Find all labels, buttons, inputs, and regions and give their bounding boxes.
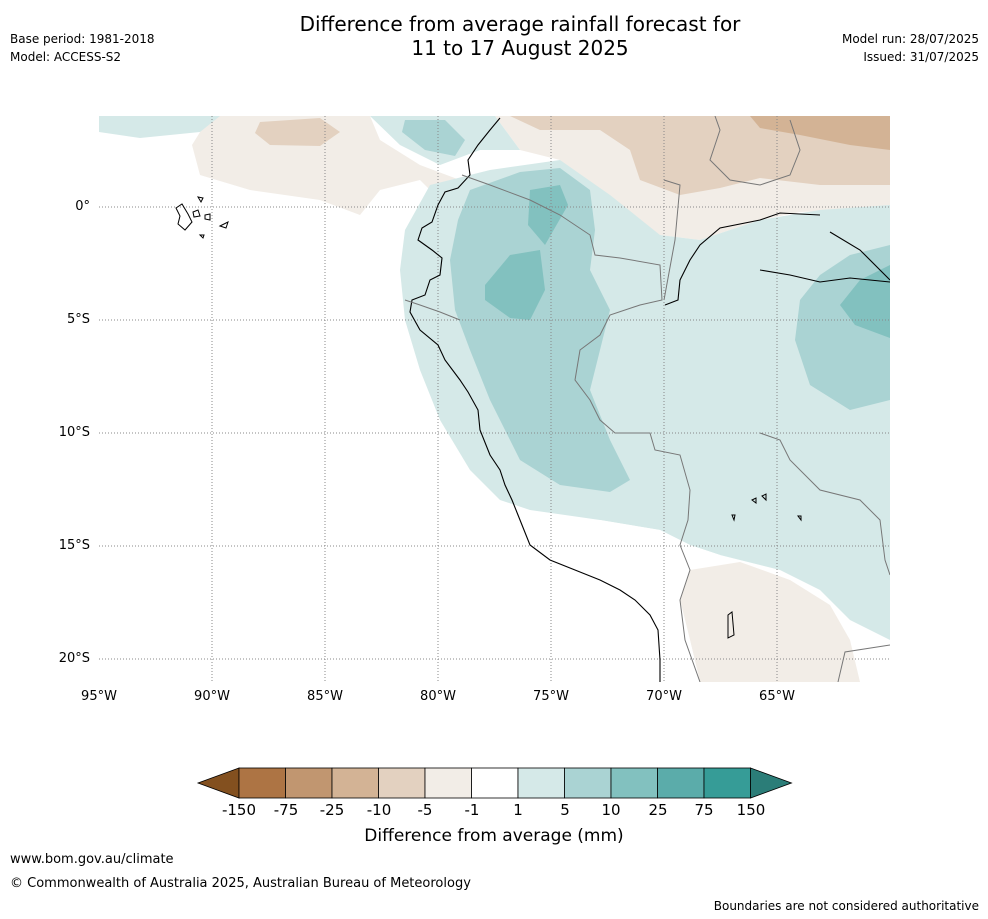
drier-region-south [680, 562, 860, 682]
map-fields [99, 116, 890, 682]
colorbar-label: -25 [319, 801, 345, 819]
lon-label-75w: 75°W [533, 689, 569, 704]
drier-patch-northwest [255, 118, 340, 146]
map-title-line1: Difference from average rainfall forecas… [299, 12, 741, 36]
lon-label-85w: 85°W [307, 689, 343, 704]
model-name: Model: ACCESS-S2 [10, 50, 122, 64]
base-period: Base period: 1981-2018 [10, 32, 155, 46]
wetter-region-west-edge [99, 116, 220, 138]
colorbar-label: 75 [694, 801, 714, 819]
lat-label-20s: 20°S [58, 651, 90, 666]
lakes [727, 493, 802, 639]
wetter-region-central [450, 168, 630, 492]
lon-label-70w: 70°W [646, 689, 682, 704]
model-run-date: Model run: 28/07/2025 [841, 32, 979, 46]
meta-left: Base period: 1981-2018 Model: ACCESS-S2 [10, 30, 155, 66]
colorbar-label: 150 [736, 801, 766, 819]
meta-right: Model run: 28/07/2025 Issued: 31/07/2025 [842, 30, 979, 66]
wetter-region-core-north [528, 185, 568, 245]
colorbar-label: 5 [560, 801, 570, 819]
lon-label-90w: 90°W [194, 689, 230, 704]
colorbar-label: 1 [513, 801, 523, 819]
lon-label-80w: 80°W [420, 689, 456, 704]
lon-label-65w: 65°W [759, 689, 795, 704]
colorbar-label: -75 [273, 801, 299, 819]
colorbar-label: -150 [221, 801, 257, 819]
colorbar-label: -5 [417, 801, 433, 819]
lat-label-10s: 10°S [58, 425, 90, 440]
colorbar-label: 25 [648, 801, 668, 819]
colorbar-title: Difference from average (mm) [364, 826, 624, 846]
lat-label-5s: 5°S [66, 312, 90, 327]
footer-disclaimer: Boundaries are not considered authoritat… [713, 899, 979, 913]
lat-label-15s: 15°S [58, 538, 90, 553]
gridlines [99, 116, 890, 682]
colorbar-label: 10 [601, 801, 621, 819]
colorbar-label: -1 [464, 801, 480, 819]
lon-label-95w: 95°W [81, 689, 117, 704]
footer-url[interactable]: www.bom.gov.au/climate [10, 852, 174, 867]
footer-copyright: © Commonwealth of Australia 2025, Austra… [10, 876, 471, 891]
issued-date: Issued: 31/07/2025 [863, 50, 979, 64]
lat-label-0: 0° [75, 199, 90, 214]
drier-region-northeast-core [750, 116, 890, 150]
colorbar-label: -10 [366, 801, 392, 819]
map-title-line2: 11 to 17 August 2025 [411, 36, 629, 60]
coastline [409, 117, 890, 682]
wetter-region-northwest-blob [402, 120, 465, 156]
drier-region-south-white-gap [600, 520, 720, 682]
wetter-region-core [485, 250, 545, 320]
country-borders [404, 116, 890, 682]
drier-region-north [192, 116, 470, 215]
map-title: Difference from average rainfall forecas… [0, 12, 988, 60]
galapagos-islands [175, 196, 229, 239]
